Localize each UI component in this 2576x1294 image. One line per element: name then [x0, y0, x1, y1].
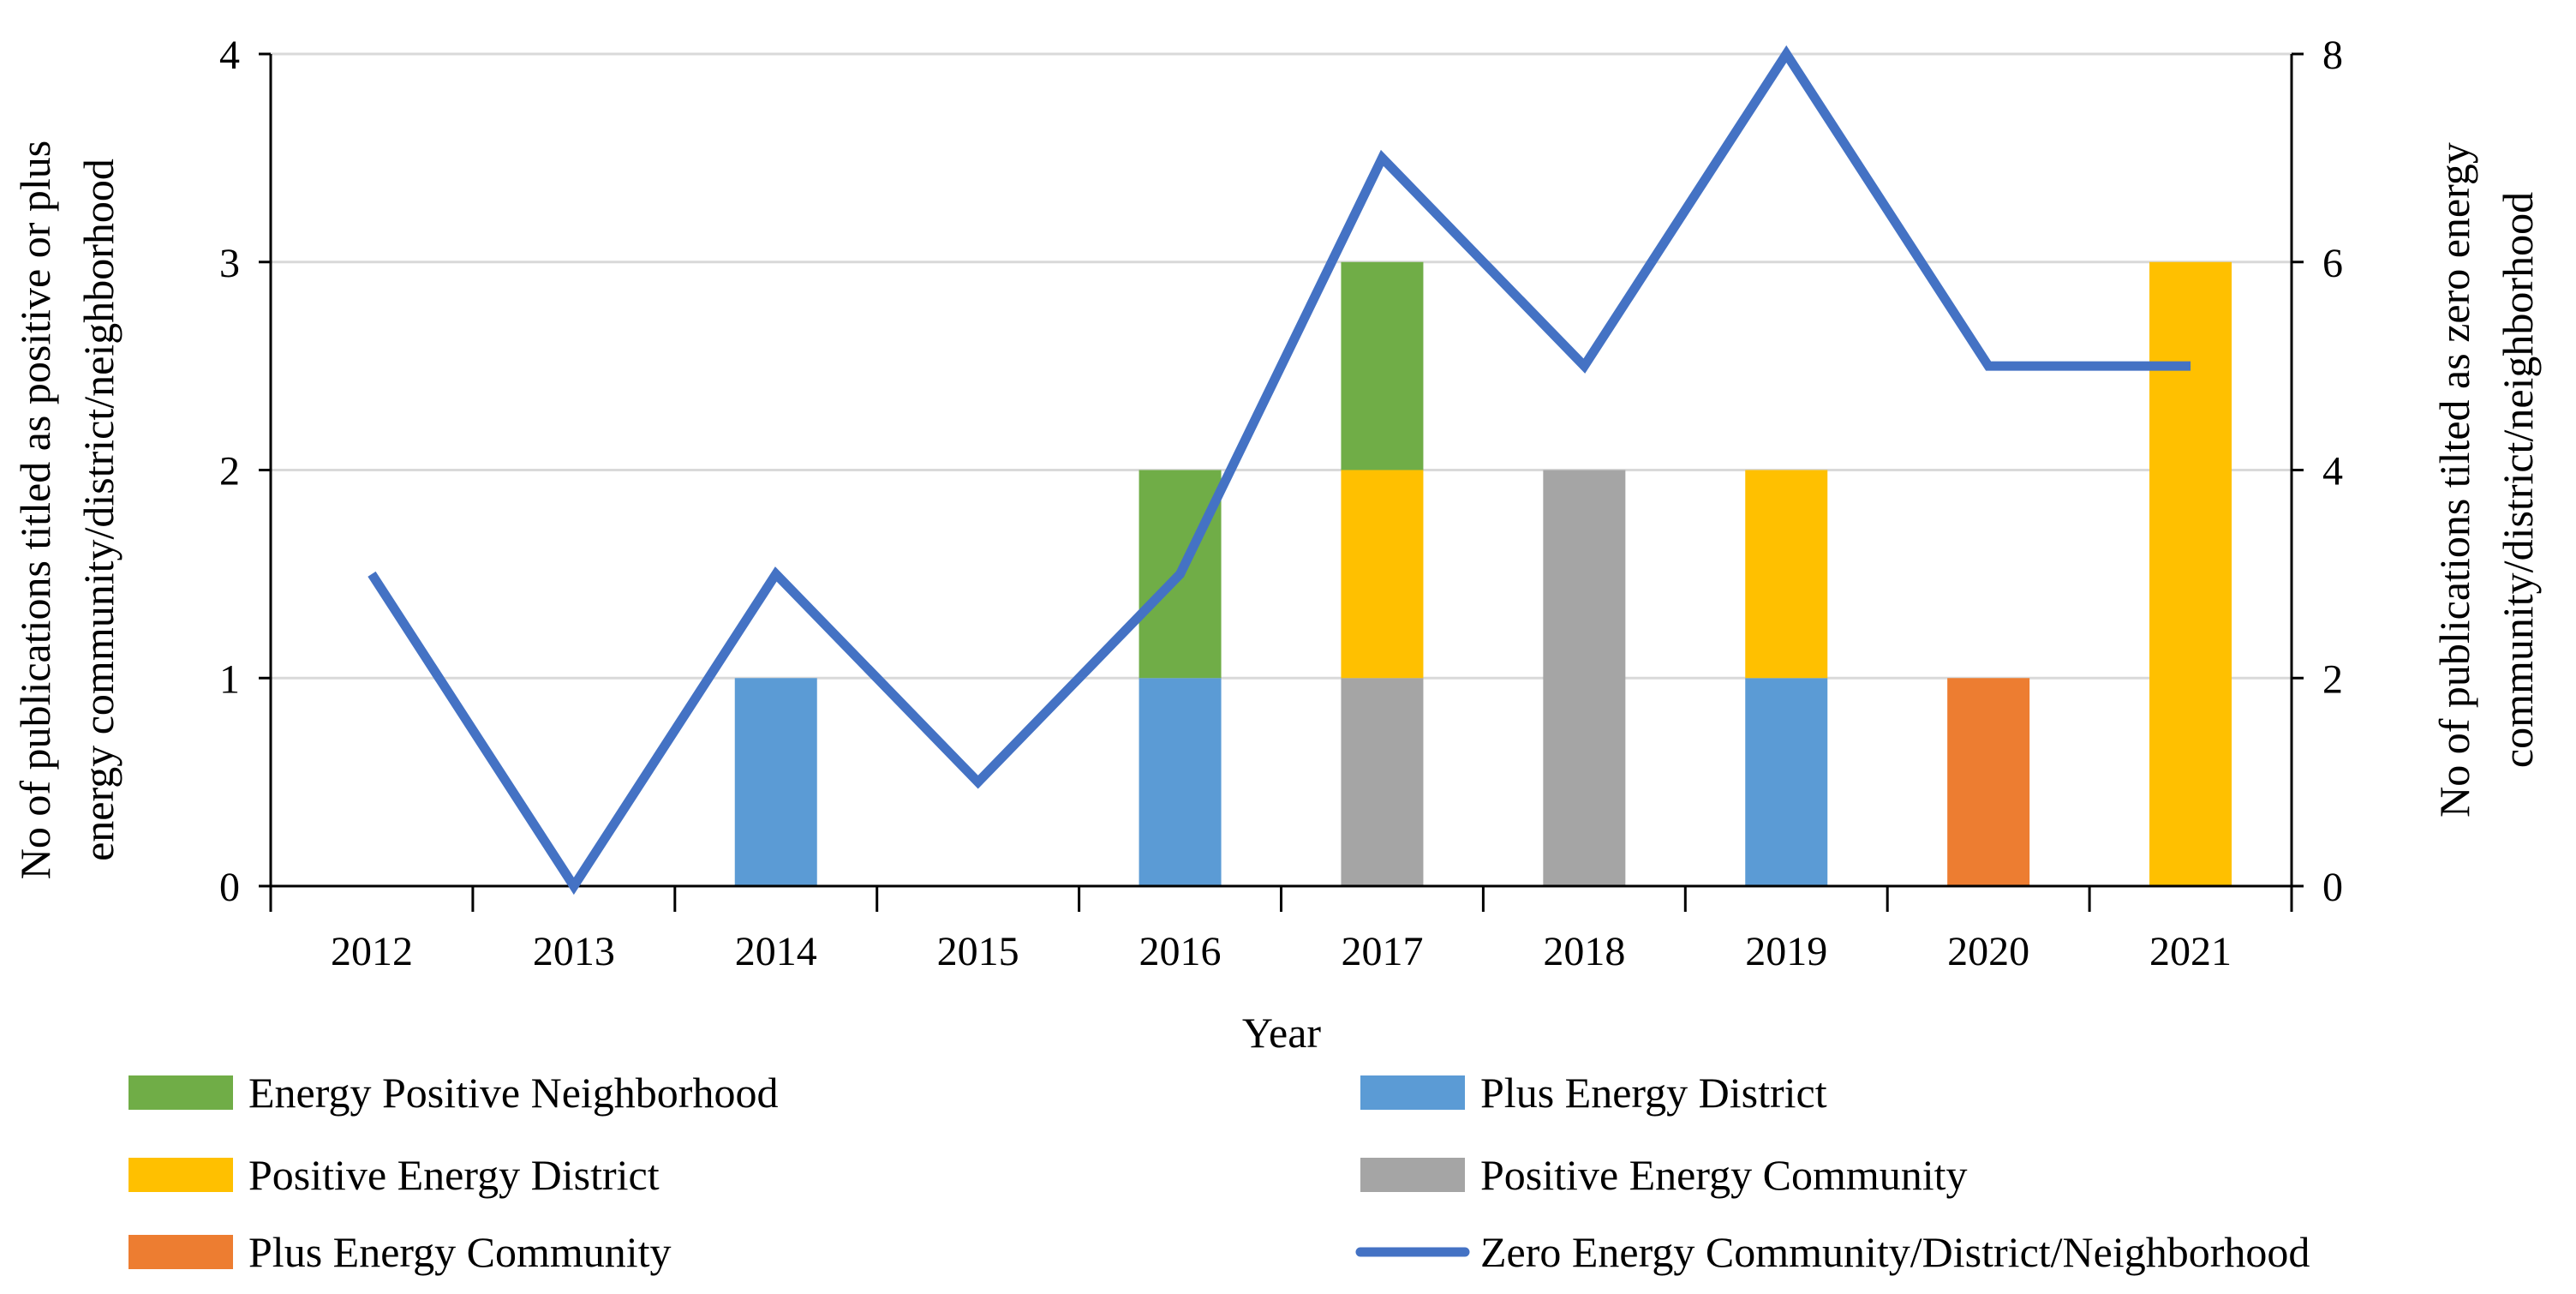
x-axis-title: Year [1242, 1009, 1321, 1057]
legend-swatch [129, 1235, 233, 1269]
legend: Energy Positive Neighborhood Plus Energy … [129, 1069, 2310, 1276]
line-zero-energy [368, 45, 2191, 896]
y2-tick-label: 6 [2322, 241, 2343, 286]
bar-positive-energy-district-2017 [1341, 470, 1424, 679]
legend-swatch [1360, 1158, 1465, 1192]
legend-swatch [1360, 1075, 1465, 1110]
bar-energy-positive-neighborhood-2017 [1341, 261, 1424, 470]
legend-label: Plus Energy District [1480, 1069, 1827, 1117]
bar-plus-energy-district-2019 [1745, 678, 1828, 886]
bar-plus-energy-district-2016 [1139, 678, 1222, 886]
x-tick-label: 2013 [533, 929, 615, 974]
bar-plus-energy-community-2020 [1947, 678, 2030, 886]
bars [734, 261, 2232, 886]
x-tick-label: 2014 [735, 929, 817, 974]
bar-positive-energy-community-2017 [1341, 678, 1424, 886]
legend-label: Plus Energy Community [248, 1228, 672, 1276]
y2-tick-label: 2 [2322, 656, 2343, 702]
x-tick-label: 2021 [2149, 929, 2232, 974]
y-tick-label: 3 [219, 241, 240, 286]
y-tick-label: 4 [219, 33, 240, 78]
x-tick-label: 2018 [1543, 929, 1625, 974]
y-tick-label: 2 [219, 449, 240, 494]
legend-swatch [129, 1158, 233, 1192]
y2-axis-title-line1: No of publications tilted as zero energy [2430, 142, 2478, 818]
legend-label: Energy Positive Neighborhood [248, 1069, 778, 1117]
x-tick-label: 2017 [1341, 929, 1423, 974]
y-tick-label: 0 [219, 865, 240, 910]
bar-positive-energy-district-2019 [1745, 470, 1828, 679]
y2-axis-title: No of publications tilted as zero energy… [2430, 142, 2542, 818]
y-axis-title-line2: energy community/district/neighborhood [75, 159, 123, 861]
y-axis-title: No of publications titled as positive or… [11, 141, 123, 879]
axes [259, 52, 2304, 912]
legend-label: Positive Energy Community [1480, 1151, 1968, 1199]
legend-label: Positive Energy District [248, 1151, 660, 1199]
legend-swatch [129, 1075, 233, 1110]
x-tick-label: 2019 [1745, 929, 1827, 974]
x-tick-label: 2015 [937, 929, 1019, 974]
bar-positive-energy-community-2018 [1543, 470, 1626, 886]
x-tick-label: 2012 [331, 929, 413, 974]
line-series [368, 45, 2191, 896]
legend-label: Zero Energy Community/District/Neighborh… [1480, 1228, 2310, 1276]
y2-tick-label: 8 [2322, 33, 2343, 78]
y2-tick-label: 4 [2322, 449, 2343, 494]
y-axis-title-line1: No of publications titled as positive or… [11, 141, 59, 879]
tick-labels: 2012 2013 2014 2015 2016 2017 2018 2019 2020 2021… [219, 33, 2343, 974]
y2-axis-title-line2: community/district/neighborhood [2494, 192, 2542, 768]
x-tick-label: 2020 [1947, 929, 2029, 974]
bar-positive-energy-district-2021 [2149, 261, 2232, 886]
bar-plus-energy-district-2014 [734, 678, 817, 886]
x-tick-label: 2016 [1139, 929, 1222, 974]
y2-tick-label: 0 [2322, 865, 2343, 910]
y-tick-label: 1 [219, 656, 240, 702]
